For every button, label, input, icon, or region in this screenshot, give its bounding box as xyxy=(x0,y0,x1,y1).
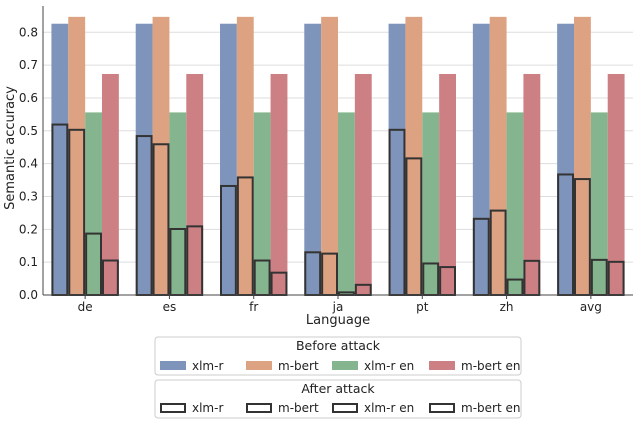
legend-after-swatch-xlm-r-en xyxy=(332,403,358,413)
bar-before-m-bert-en-fr xyxy=(270,73,288,295)
y-tick-label: 0.2 xyxy=(19,222,38,236)
legend-before-label: m-bert xyxy=(278,359,319,373)
bar-before-xlm-r-de xyxy=(51,23,69,295)
y-tick-labels: 0.0 0.1 0.2 0.3 0.4 0.5 0.6 0.7 0.8 xyxy=(19,25,38,302)
bar-before-m-bert-en-pt xyxy=(439,73,456,295)
bar-before-m-bert-en-zh xyxy=(523,73,541,295)
bar-before-m-bert-en-de xyxy=(102,73,119,295)
x-tick-label: fr xyxy=(249,300,258,314)
legend-after-items: xlm-r m-bert xlm-r en m-bert en xyxy=(160,401,520,415)
legend-before-title: Before attack xyxy=(296,338,381,353)
legend-before-items: xlm-r m-bert xlm-r en m-bert en xyxy=(160,359,520,373)
bar-before-xlm-r-en-zh xyxy=(506,112,524,296)
bar-before-m-bert-zh xyxy=(489,16,507,296)
bar-before-m-bert-fr xyxy=(236,16,254,296)
before-attack-bars xyxy=(51,16,625,296)
legend-before-label: m-bert en xyxy=(461,359,520,373)
x-tick-label: de xyxy=(78,300,93,314)
legend-after-label: m-bert xyxy=(278,401,319,415)
y-tick-label: 0.6 xyxy=(19,91,38,105)
legend-after-label: xlm-r en xyxy=(364,401,414,415)
y-tick-label: 0.5 xyxy=(19,124,38,138)
legend-before-label: xlm-r en xyxy=(364,359,414,373)
bar-before-xlm-r-en-pt xyxy=(422,112,440,296)
bar-before-m-bert-de xyxy=(68,16,86,296)
y-tick-label: 0.0 xyxy=(19,288,38,302)
x-tick-label: zh xyxy=(500,300,514,314)
y-axis-title: Semantic accuracy xyxy=(3,86,18,210)
legend-before-attack: Before attack xlm-r m-bert xlm-r en m-bert … xyxy=(154,336,522,376)
bar-before-xlm-r-en-avg xyxy=(590,112,608,296)
bar-before-m-bert-en-es xyxy=(186,73,204,295)
y-tick-label: 0.4 xyxy=(19,157,38,171)
bar-before-xlm-r-fr xyxy=(220,23,237,295)
y-tick-label: 0.1 xyxy=(19,255,38,269)
bar-before-m-bert-avg xyxy=(574,16,591,296)
x-tick-label: ja xyxy=(332,300,344,314)
bar-before-m-bert-es xyxy=(152,16,170,296)
legend-before-swatch-m-bert-en xyxy=(429,361,455,370)
legend-after-swatch-xlm-r xyxy=(160,403,186,413)
x-tick-label: pt xyxy=(416,300,429,314)
bar-before-xlm-r-avg xyxy=(557,23,574,295)
x-tick-label: es xyxy=(163,300,177,314)
legend-after-title: After attack xyxy=(301,381,375,396)
legend-before-label: xlm-r xyxy=(192,359,223,373)
bar-before-xlm-r-ja xyxy=(304,23,322,295)
legend-after-label: m-bert en xyxy=(461,401,520,415)
bar-before-xlm-r-zh xyxy=(472,23,490,295)
y-tick-label: 0.7 xyxy=(19,58,38,72)
bar-before-m-bert-pt xyxy=(405,16,423,296)
legend-before-swatch-xlm-r-en xyxy=(332,361,358,370)
x-axis-title: Language xyxy=(306,313,370,328)
bar-before-xlm-r-pt xyxy=(388,23,406,295)
bar-before-xlm-r-es xyxy=(135,23,153,295)
legend-after-label: xlm-r xyxy=(192,401,223,415)
x-tick-label: avg xyxy=(580,300,602,314)
bar-before-m-bert-en-avg xyxy=(607,73,625,295)
legend-after-attack: After attack xlm-r m-bert xlm-r en m-bert e… xyxy=(154,379,522,419)
bar-before-xlm-r-en-es xyxy=(169,112,187,296)
bar-before-xlm-r-en-ja xyxy=(338,112,355,296)
bar-before-m-bert-ja xyxy=(321,16,338,296)
y-tick-label: 0.8 xyxy=(19,25,38,39)
legend-after-swatch-m-bert xyxy=(246,403,272,413)
bar-before-m-bert-en-ja xyxy=(354,73,372,295)
legend-before-swatch-xlm-r xyxy=(160,361,186,370)
bar-before-xlm-r-en-fr xyxy=(253,112,271,296)
y-tick-label: 0.3 xyxy=(19,189,38,203)
x-tick-labels: de es fr ja pt zh avg xyxy=(78,295,602,314)
legend-after-swatch-m-bert-en xyxy=(429,403,455,413)
legend-before-swatch-m-bert xyxy=(246,361,272,370)
bar-before-xlm-r-en-de xyxy=(85,112,102,296)
